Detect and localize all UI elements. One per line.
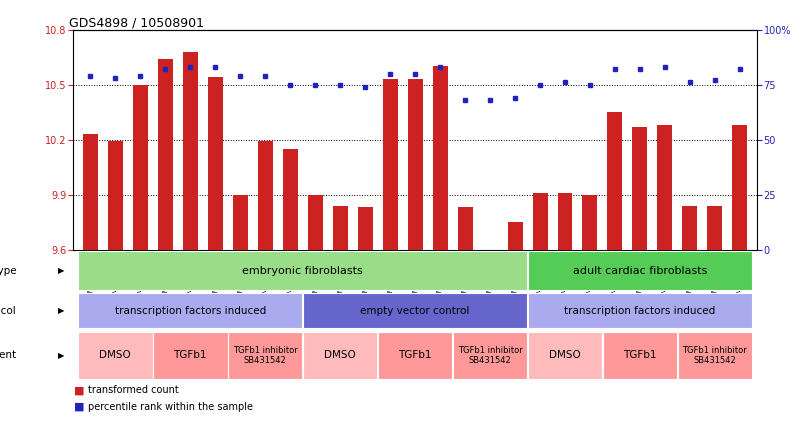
Text: percentile rank within the sample: percentile rank within the sample xyxy=(88,402,253,412)
Bar xyxy=(303,294,527,328)
Text: protocol: protocol xyxy=(0,306,16,316)
Text: ■: ■ xyxy=(75,385,85,395)
Bar xyxy=(658,125,672,250)
Text: cell type: cell type xyxy=(0,266,16,276)
Bar xyxy=(528,294,752,328)
Bar xyxy=(153,332,228,379)
Text: transcription factors induced: transcription factors induced xyxy=(565,306,715,316)
Bar xyxy=(378,332,452,379)
Text: ▶: ▶ xyxy=(58,266,65,275)
Bar xyxy=(358,207,373,250)
Bar xyxy=(557,193,573,250)
Bar xyxy=(83,134,98,250)
Text: DMSO: DMSO xyxy=(100,350,131,360)
Text: TGFb1: TGFb1 xyxy=(173,350,207,360)
Text: transformed count: transformed count xyxy=(88,385,179,395)
Bar xyxy=(732,125,748,250)
Bar xyxy=(582,195,598,250)
Bar xyxy=(433,66,448,250)
Text: adult cardiac fibroblasts: adult cardiac fibroblasts xyxy=(573,266,707,276)
Bar xyxy=(158,59,173,250)
Bar xyxy=(528,251,752,290)
Text: embryonic fibroblasts: embryonic fibroblasts xyxy=(242,266,363,276)
Bar xyxy=(303,332,377,379)
Bar xyxy=(108,141,123,250)
Bar xyxy=(407,79,423,250)
Bar xyxy=(232,195,248,250)
Bar xyxy=(532,193,548,250)
Bar xyxy=(707,206,723,250)
Text: DMSO: DMSO xyxy=(324,350,356,360)
Text: ▶: ▶ xyxy=(58,351,65,360)
Bar xyxy=(458,207,472,250)
Bar xyxy=(258,141,273,250)
Text: GDS4898 / 10508901: GDS4898 / 10508901 xyxy=(70,16,204,30)
Text: agent: agent xyxy=(0,350,16,360)
Bar xyxy=(308,195,322,250)
Bar xyxy=(183,52,198,250)
Bar xyxy=(528,332,602,379)
Bar xyxy=(133,85,148,250)
Bar xyxy=(283,149,298,250)
Bar xyxy=(608,112,622,250)
Bar xyxy=(333,206,347,250)
Text: TGFb1 inhibitor
SB431542: TGFb1 inhibitor SB431542 xyxy=(458,346,522,365)
Text: ▶: ▶ xyxy=(58,306,65,316)
Bar xyxy=(453,332,527,379)
Text: empty vector control: empty vector control xyxy=(360,306,470,316)
Bar xyxy=(78,294,302,328)
Text: TGFb1: TGFb1 xyxy=(399,350,432,360)
Bar xyxy=(508,222,522,250)
Bar xyxy=(78,332,152,379)
Text: TGFb1 inhibitor
SB431542: TGFb1 inhibitor SB431542 xyxy=(683,346,748,365)
Bar xyxy=(678,332,752,379)
Text: DMSO: DMSO xyxy=(549,350,581,360)
Bar xyxy=(382,79,398,250)
Bar xyxy=(682,206,697,250)
Bar xyxy=(228,332,302,379)
Bar xyxy=(633,127,647,250)
Bar xyxy=(208,77,223,250)
Text: TGFb1 inhibitor
SB431542: TGFb1 inhibitor SB431542 xyxy=(232,346,297,365)
Text: TGFb1: TGFb1 xyxy=(623,350,657,360)
Bar xyxy=(78,251,527,290)
Text: transcription factors induced: transcription factors induced xyxy=(115,306,266,316)
Bar xyxy=(603,332,677,379)
Text: ■: ■ xyxy=(75,402,85,412)
